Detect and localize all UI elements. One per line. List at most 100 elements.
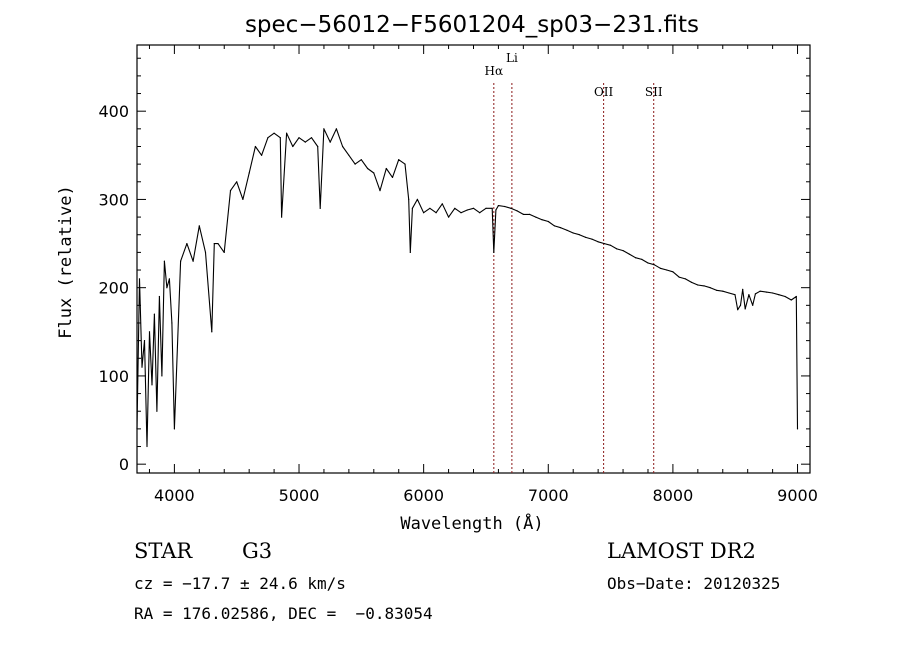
spectrum-point xyxy=(616,248,618,250)
spectrum-point xyxy=(553,225,556,227)
plot-frame xyxy=(136,44,811,474)
spectrum-point xyxy=(535,216,537,218)
spectrum-point xyxy=(198,225,200,227)
chart-title: spec−56012−F5601204_sp03−231.fits xyxy=(245,12,699,38)
spectrum-point xyxy=(491,207,493,209)
spectrum-point xyxy=(217,243,219,245)
redshift-velocity: cz = −17.7 ± 24.6 km/s xyxy=(134,574,346,593)
spectrum-point xyxy=(168,278,170,280)
spectrum-point xyxy=(597,241,599,243)
spectrum-point xyxy=(715,289,718,291)
spectrum-point xyxy=(541,219,543,221)
spectrum-point xyxy=(236,181,238,183)
spectrum-point xyxy=(391,176,394,178)
object-subclass: G3 xyxy=(242,539,273,563)
spectrum-point xyxy=(223,251,225,253)
x-tick-label: 7000 xyxy=(528,486,569,505)
spectrum-point xyxy=(304,141,306,143)
spectrum-point xyxy=(510,207,512,209)
y-tick-label: 400 xyxy=(98,102,129,121)
spectrum-point xyxy=(186,243,188,245)
observation-date: Obs−Date: 20120325 xyxy=(607,574,781,593)
spectrum-series-0 xyxy=(136,128,799,448)
spectrum-point xyxy=(759,290,761,292)
spectrum-point xyxy=(367,167,369,170)
spectrum-point xyxy=(765,291,768,293)
spectrum-point xyxy=(529,213,531,215)
spectrum-point xyxy=(691,281,693,283)
spectrum-point xyxy=(148,331,151,333)
spectrum-point xyxy=(460,212,462,214)
spectrum-point xyxy=(204,251,207,253)
spectrum-point xyxy=(411,207,413,209)
spectrum-point xyxy=(560,227,562,229)
spectrum-point xyxy=(379,190,381,192)
spectrum-point xyxy=(435,212,437,214)
spectrum-point xyxy=(493,251,495,253)
spectrum-point xyxy=(591,238,593,240)
spectrum-point xyxy=(653,264,655,266)
spectrum-point xyxy=(678,276,680,278)
spectrum-point xyxy=(423,212,425,214)
spectrum-point xyxy=(752,304,754,306)
spectrum-point xyxy=(298,137,300,139)
survey-name: LAMOST DR2 xyxy=(607,539,756,563)
spectrum-point xyxy=(441,203,443,205)
spectrum-point xyxy=(192,260,194,262)
spectrum-point xyxy=(784,295,786,298)
spectrum-point xyxy=(151,384,153,386)
series-layer xyxy=(136,128,799,448)
axis-ticks xyxy=(137,45,810,473)
spectrum-point xyxy=(211,331,213,333)
spectrum-point xyxy=(279,137,281,139)
spectrum-point xyxy=(772,292,774,294)
x-tick-label: 6000 xyxy=(403,486,444,505)
spectrum-point xyxy=(603,243,606,245)
spectrum-point xyxy=(292,145,294,148)
spectrum-point xyxy=(163,260,165,262)
spectrum-point xyxy=(310,137,313,139)
x-tick-label: 4000 xyxy=(154,486,195,505)
x-tick-label: 5000 xyxy=(279,486,320,505)
spectrum-point xyxy=(171,322,173,324)
spectrum-point xyxy=(335,128,337,130)
spectrum-point xyxy=(728,292,730,294)
spectrum-point xyxy=(416,198,418,200)
spectrum-point xyxy=(267,137,269,139)
spectrum-point xyxy=(795,295,797,298)
spectrum-point xyxy=(153,313,155,315)
spectrum-point xyxy=(504,205,506,208)
axis-tick-labels: 4000 5000 6000 7000 8000 9000 0 100 200 300 400 xyxy=(98,102,817,505)
y-tick-label: 100 xyxy=(98,367,129,386)
spectrum-point xyxy=(146,445,148,448)
spectrum-point xyxy=(385,167,387,170)
spectrum-point xyxy=(641,258,643,260)
spectrum-point xyxy=(398,159,400,161)
spectrum-point xyxy=(659,267,662,269)
spectrum-point xyxy=(454,207,456,209)
spectrum-point xyxy=(180,260,182,262)
spectrum-point xyxy=(281,216,283,218)
spectrum-point xyxy=(286,132,288,134)
spectrum-point xyxy=(409,251,411,253)
spectrum-point xyxy=(354,163,356,165)
x-tick-label: 8000 xyxy=(653,486,694,505)
spectrum-point xyxy=(610,244,612,246)
spectrum-point xyxy=(628,253,630,255)
spectrum-point xyxy=(479,212,481,214)
spectrum-point xyxy=(213,243,215,245)
spectrum-point xyxy=(547,220,549,223)
spectrum-point xyxy=(516,210,518,212)
x-tick-label: 9000 xyxy=(777,486,818,505)
spectrum-point xyxy=(739,304,742,306)
spectrum-point xyxy=(408,198,410,200)
spectrum-point xyxy=(796,428,799,430)
spectrum-point xyxy=(778,294,780,296)
spectrum-point xyxy=(317,145,319,148)
spectrum-point xyxy=(348,154,350,156)
spectral-line-label: Hα xyxy=(485,64,504,78)
spectrum-point xyxy=(744,308,746,310)
spectrum-point xyxy=(497,205,499,207)
